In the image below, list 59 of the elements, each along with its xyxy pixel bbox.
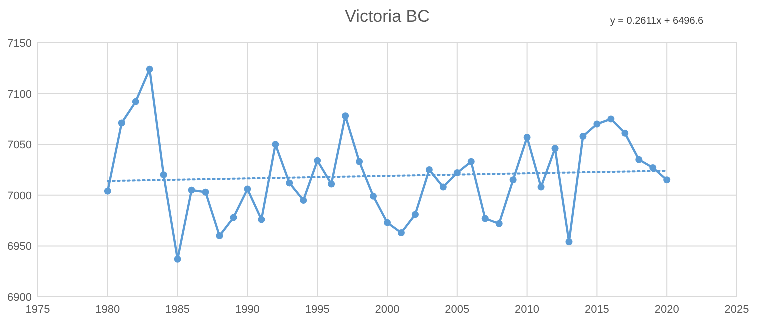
point [538, 184, 545, 191]
y-tick-label: 6900 [8, 292, 32, 304]
x-tick-label: 2005 [445, 304, 470, 316]
point [244, 186, 252, 193]
x-tick-label: 1995 [305, 304, 330, 316]
point [202, 188, 210, 196]
text: y = 0.2611x + 6496.6 [610, 16, 704, 27]
point [552, 145, 559, 152]
point [160, 172, 168, 179]
point [566, 238, 573, 246]
point [314, 157, 322, 164]
point [328, 180, 336, 188]
point [426, 166, 433, 174]
point [468, 158, 475, 166]
point [384, 219, 391, 226]
point [286, 180, 294, 187]
point [594, 120, 601, 128]
point [174, 256, 182, 263]
y-tick-label: 7050 [8, 140, 32, 152]
point [356, 158, 364, 166]
point [272, 141, 280, 148]
point [118, 120, 126, 127]
point [370, 192, 378, 200]
y-tick-label: 7150 [8, 38, 32, 50]
point [650, 164, 657, 172]
x-tick-label: 1975 [26, 304, 50, 316]
point [664, 176, 671, 184]
x-tick-label: 1985 [166, 304, 190, 316]
point [342, 112, 350, 120]
x-tick-label: 2010 [515, 304, 540, 316]
point [216, 232, 224, 240]
point [622, 130, 629, 137]
point [230, 214, 238, 222]
x-tick-label: 2020 [654, 304, 680, 316]
y-tick-label: 7000 [8, 190, 32, 202]
point [608, 116, 615, 123]
point [104, 188, 112, 195]
point [580, 132, 587, 140]
x-tick-label: 1980 [96, 304, 120, 316]
x-tick-label: 2000 [375, 304, 400, 316]
y-tick-label: 6950 [8, 241, 32, 254]
point [510, 176, 517, 184]
point [636, 156, 643, 164]
x-tick-label: 2015 [584, 304, 610, 316]
point [300, 196, 308, 204]
y-tick-label: 7100 [8, 88, 32, 101]
point [412, 211, 419, 218]
point [440, 184, 447, 191]
point [258, 216, 266, 224]
x-tick-label: 1990 [235, 304, 260, 316]
point [482, 215, 489, 222]
point [496, 220, 503, 228]
chart-title: Victoria BC [345, 7, 430, 26]
point [146, 66, 154, 73]
point [398, 229, 405, 236]
point [188, 186, 196, 194]
point [132, 98, 140, 106]
x-tick-label: 2025 [724, 304, 750, 316]
point [524, 134, 531, 141]
